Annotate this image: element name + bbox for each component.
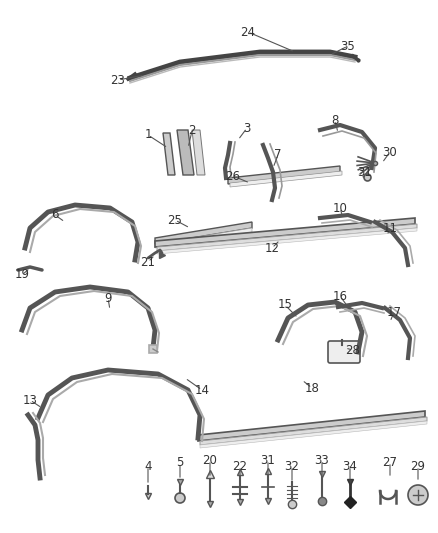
Text: 11: 11 [382,222,398,235]
Text: 5: 5 [177,456,184,470]
Polygon shape [228,166,340,184]
Text: 3: 3 [244,122,251,134]
Polygon shape [163,133,175,175]
Polygon shape [155,222,252,244]
Text: 14: 14 [194,384,209,397]
Polygon shape [200,417,427,445]
Text: 17: 17 [386,305,402,319]
Text: 30: 30 [383,146,397,158]
Polygon shape [192,130,205,175]
Polygon shape [198,411,425,441]
Text: 16: 16 [332,289,347,303]
Polygon shape [200,421,427,448]
Text: 9: 9 [104,292,112,304]
Polygon shape [155,228,252,248]
Text: 25: 25 [168,214,183,227]
Text: 4: 4 [144,459,152,472]
Text: 24: 24 [240,26,255,38]
Text: 1: 1 [144,128,152,141]
Text: 15: 15 [278,298,293,311]
Text: 35: 35 [341,39,355,52]
Text: 31: 31 [261,454,276,466]
FancyBboxPatch shape [328,341,360,363]
Text: 12: 12 [265,241,279,254]
Polygon shape [157,228,417,254]
Circle shape [175,493,185,503]
Text: 19: 19 [14,269,29,281]
Text: 26: 26 [226,169,240,182]
Text: 18: 18 [304,382,319,394]
Text: 33: 33 [314,454,329,466]
Polygon shape [230,171,342,187]
Polygon shape [155,218,415,247]
Text: 2: 2 [188,125,196,138]
Text: 22: 22 [233,459,247,472]
Text: 7: 7 [274,149,282,161]
Text: 20: 20 [202,454,217,466]
Text: 21: 21 [141,255,155,269]
Text: 6: 6 [51,208,59,222]
Text: 34: 34 [343,459,357,472]
Text: 32: 32 [285,459,300,472]
Text: 13: 13 [23,393,37,407]
Polygon shape [177,130,194,175]
Text: 23: 23 [110,74,125,86]
Circle shape [408,485,428,505]
Text: 28: 28 [346,343,360,357]
Polygon shape [157,224,417,251]
Text: 10: 10 [332,201,347,214]
Text: 31: 31 [357,166,372,179]
Text: 8: 8 [331,114,339,126]
Text: 27: 27 [382,456,398,469]
Text: 29: 29 [410,459,425,472]
